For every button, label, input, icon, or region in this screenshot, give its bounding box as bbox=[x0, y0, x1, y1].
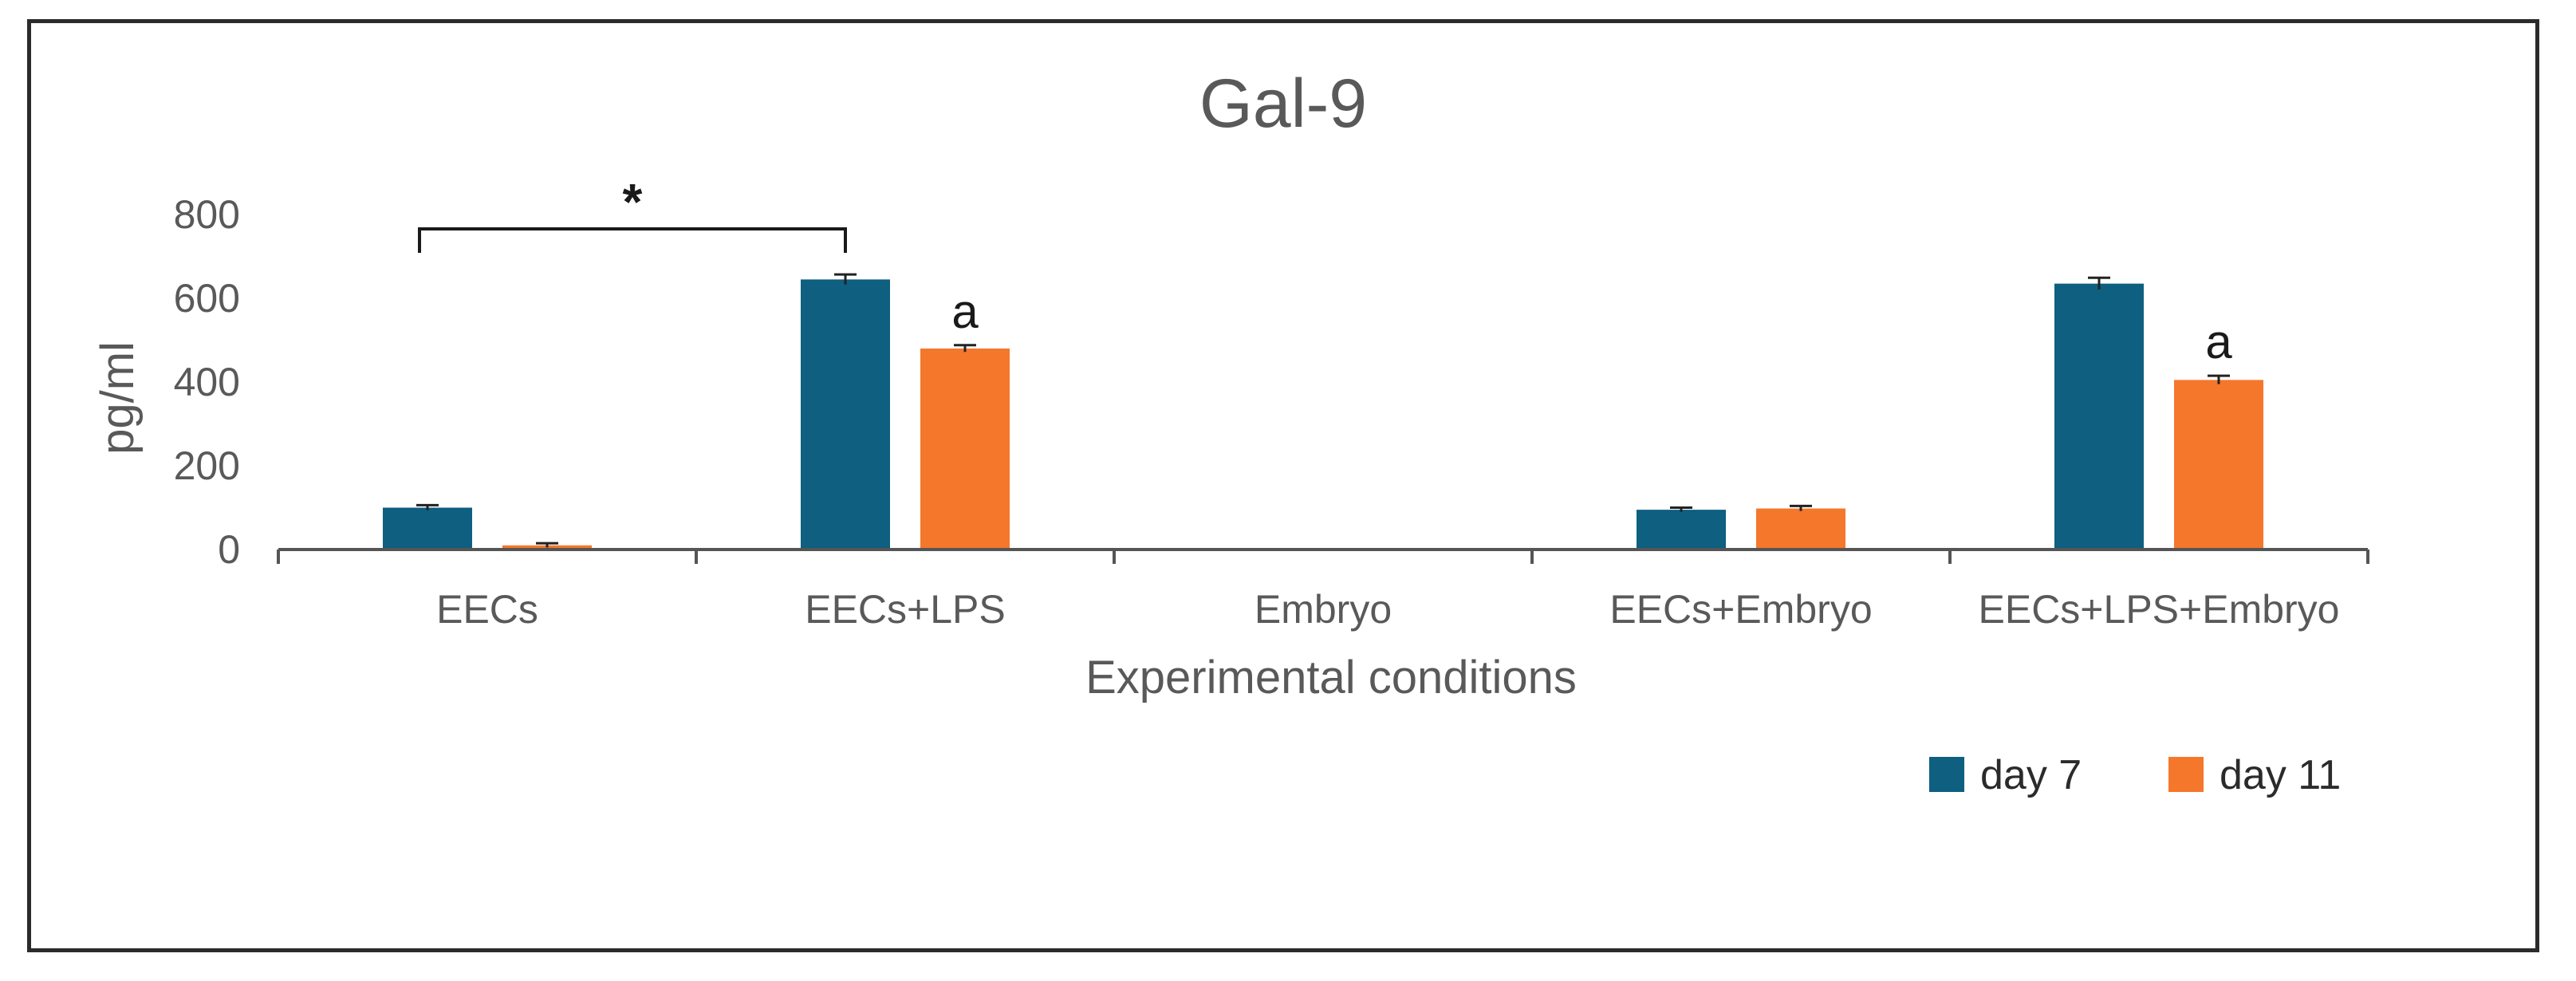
chart-title: Gal-9 bbox=[1199, 65, 1367, 142]
bar-day-7-4 bbox=[2054, 283, 2144, 550]
x-tick-label: EECs+LPS+Embryo bbox=[1979, 587, 2340, 632]
legend-swatch-day-7 bbox=[1929, 757, 1964, 792]
x-tick-label: Embryo bbox=[1255, 587, 1392, 632]
x-tick-label: EECs+Embryo bbox=[1609, 587, 1872, 632]
x-tick-label: EECs+LPS bbox=[805, 587, 1006, 632]
x-tick-label: EECs bbox=[436, 587, 538, 632]
y-tick-label: 0 bbox=[218, 527, 240, 572]
bar-day-7-3 bbox=[1637, 510, 1726, 550]
y-tick-label: 400 bbox=[174, 360, 240, 404]
chart-svg: Gal-9 Experimental conditions pg/ml 0 200… bbox=[92, 65, 2369, 798]
annotation-label: a bbox=[951, 285, 979, 338]
legend-swatch-day-11 bbox=[2168, 757, 2204, 792]
bar-day-11-1 bbox=[920, 349, 1010, 550]
chart-frame: Gal-9 Experimental conditions pg/ml 0 200… bbox=[27, 19, 2539, 952]
x-axis-label: Experimental conditions bbox=[1085, 652, 1577, 703]
plot-area: 0 200 400 600 800 EECs EECs+LPS Embryo EECs+Embr… bbox=[174, 173, 2369, 632]
y-tick-label: 600 bbox=[174, 276, 240, 321]
legend-label: day 7 bbox=[1980, 752, 2082, 798]
bar-day-7-0 bbox=[383, 507, 472, 550]
y-tick-label: 800 bbox=[174, 192, 240, 237]
legend-label: day 11 bbox=[2220, 752, 2341, 798]
y-tick-label: 200 bbox=[174, 443, 240, 488]
significance-star: * bbox=[623, 173, 643, 230]
bar-day-7-1 bbox=[801, 279, 890, 550]
bar-day-11-4 bbox=[2174, 380, 2263, 550]
legend: day 7 day 11 bbox=[1929, 752, 2341, 798]
annotation-label: a bbox=[2205, 315, 2232, 368]
bar-day-11-3 bbox=[1756, 508, 1845, 550]
y-axis-label: pg/ml bbox=[92, 341, 144, 455]
significance-bracket bbox=[418, 227, 847, 253]
